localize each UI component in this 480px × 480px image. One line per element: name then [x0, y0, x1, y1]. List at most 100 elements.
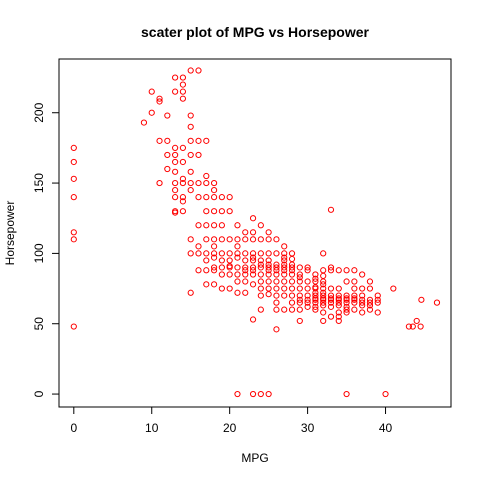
- data-point: [226, 236, 233, 243]
- data-point: [179, 88, 187, 95]
- data-point: [218, 250, 225, 257]
- data-point: [327, 206, 335, 213]
- data-point: [351, 299, 358, 306]
- data-point: [335, 317, 342, 325]
- data-point: [327, 292, 335, 299]
- data-point: [409, 323, 416, 330]
- data-point: [210, 254, 218, 261]
- data-point: [203, 172, 210, 180]
- data-point: [257, 292, 264, 299]
- data-point: [249, 390, 257, 398]
- data-point: [296, 274, 303, 281]
- data-point: [351, 306, 358, 313]
- data-point: [296, 278, 303, 285]
- data-point: [265, 264, 272, 271]
- data-point: [218, 222, 225, 229]
- data-point: [234, 243, 241, 250]
- data-point: [179, 194, 187, 201]
- data-point: [234, 250, 241, 257]
- data-point: [172, 88, 179, 95]
- data-point: [281, 278, 288, 285]
- data-point: [187, 186, 194, 194]
- data-point: [288, 285, 296, 292]
- data-point: [249, 229, 257, 236]
- data-point: [179, 198, 187, 205]
- data-point: [273, 292, 280, 299]
- data-point: [187, 250, 194, 257]
- data-point: [273, 267, 280, 274]
- data-point: [320, 281, 327, 288]
- data-point: [242, 278, 249, 285]
- data-point: [179, 175, 187, 182]
- data-point: [203, 250, 210, 257]
- data-point: [148, 88, 155, 95]
- data-point: [257, 278, 264, 285]
- data-point: [288, 278, 296, 285]
- data-point: [288, 271, 296, 278]
- data-point: [210, 186, 218, 194]
- data-point: [226, 264, 233, 271]
- data-point: [203, 208, 210, 215]
- data-point: [366, 306, 374, 313]
- y-tick-label: 200: [32, 102, 46, 122]
- y-axis: 0 50 100 150 200: [32, 102, 60, 397]
- data-point: [195, 267, 202, 274]
- data-point: [140, 119, 148, 126]
- data-point: [249, 215, 257, 222]
- data-point: [418, 296, 425, 303]
- data-point: [281, 257, 288, 264]
- y-tick-label: 150: [32, 173, 46, 193]
- data-point: [187, 137, 194, 144]
- data-point: [265, 229, 272, 236]
- x-axis-label: MPG: [241, 451, 268, 465]
- data-point: [195, 137, 202, 144]
- data-point: [249, 250, 257, 257]
- data-point: [351, 296, 358, 303]
- data-point: [234, 236, 241, 243]
- data-point: [343, 309, 350, 316]
- x-tick-label: 20: [223, 421, 237, 435]
- data-point: [343, 390, 350, 398]
- data-point: [281, 243, 288, 250]
- data-point: [249, 316, 257, 323]
- data-point: [343, 296, 350, 303]
- data-point: [172, 209, 179, 216]
- data-point: [281, 250, 288, 257]
- data-point: [335, 285, 342, 292]
- data-point: [218, 236, 225, 243]
- data-point: [374, 309, 381, 316]
- data-point: [265, 271, 272, 278]
- data-point: [312, 303, 319, 310]
- data-point: [234, 222, 241, 229]
- data-point: [218, 257, 225, 264]
- data-point: [234, 289, 241, 296]
- data-point: [226, 194, 233, 201]
- data-point: [320, 309, 327, 316]
- data-point: [312, 296, 319, 303]
- data-point: [156, 98, 163, 105]
- data-point: [327, 299, 335, 306]
- data-point: [218, 285, 225, 292]
- data-point: [374, 299, 381, 306]
- data-point: [218, 271, 225, 278]
- data-point: [304, 285, 311, 292]
- data-point: [70, 158, 77, 166]
- data-point: [242, 267, 249, 274]
- data-point: [195, 179, 202, 187]
- data-point: [288, 250, 296, 257]
- data-point: [249, 281, 257, 288]
- x-tick-label: 40: [379, 421, 393, 435]
- data-point: [210, 222, 218, 229]
- data-point: [210, 250, 218, 257]
- data-point: [312, 306, 319, 313]
- data-point: [265, 267, 272, 274]
- data-point: [413, 317, 420, 325]
- data-point: [70, 323, 77, 330]
- x-axis: 0 10 20 30 40: [70, 406, 393, 435]
- data-point: [288, 299, 296, 306]
- data-point: [320, 292, 327, 299]
- data-point: [265, 285, 272, 292]
- data-point: [296, 296, 303, 303]
